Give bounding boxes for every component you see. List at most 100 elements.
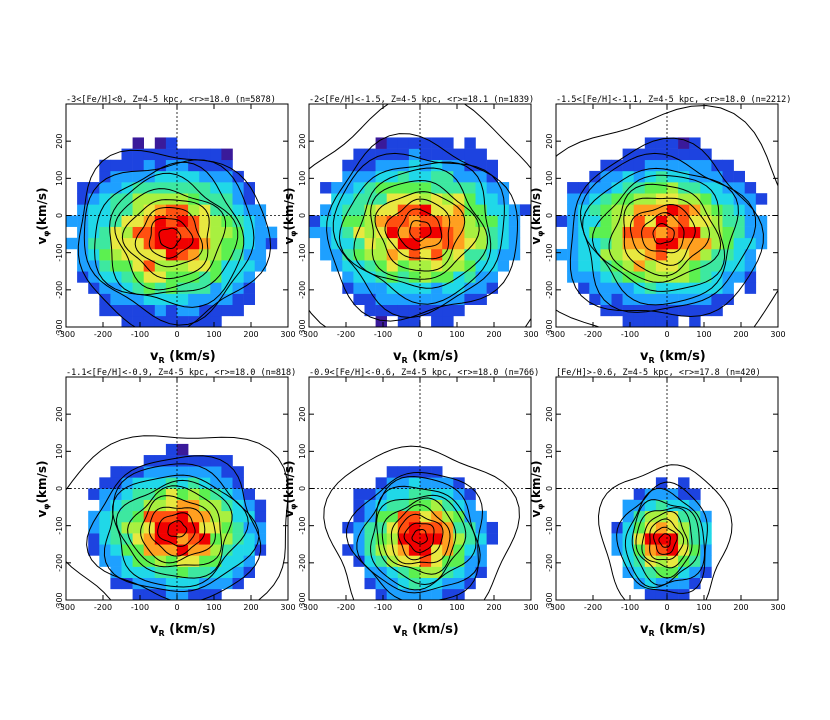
heatmap-cell [210,170,222,183]
heatmap-cell [232,555,244,567]
heatmap-cell [633,315,646,327]
heatmap-cell [232,293,244,305]
heatmap-cell [188,304,200,317]
heatmap-cell [188,510,200,523]
heatmap-cell [486,237,498,250]
heatmap-cell [188,499,200,512]
heatmap-cell [486,521,498,534]
heatmap-cell [678,248,690,261]
heatmap-cell [210,260,222,272]
heatmap-cell [375,204,387,216]
heatmap-cell [154,315,167,327]
heatmap-cell [110,293,122,305]
heatmap-cell [254,521,267,534]
heatmap-cell [700,260,712,272]
y-tick-label: 0 [298,486,307,491]
heatmap-cell [121,182,133,194]
contour-line [148,506,206,557]
zero-crosshair [556,104,778,327]
heatmap-cell [221,248,233,261]
x-tick-label: -300 [300,330,318,339]
heatmap-cell [420,237,432,250]
heatmap-cell [99,193,111,205]
heatmap-cell [420,466,432,478]
heatmap-cell [132,282,144,294]
heatmap-cell [475,510,487,523]
heatmap-cell [386,260,399,272]
heatmap-cell [689,271,701,283]
heatmap-cell [88,226,100,239]
svg-text:vφ(km/s): vφ(km/s) [282,187,298,244]
heatmap-cell [221,488,233,500]
heatmap-cell [397,555,410,567]
heatmap-cell [165,137,178,149]
heatmap-cell [453,477,465,489]
contour-line [86,455,262,600]
x-tick-label: -100 [131,603,149,612]
heatmap-cell [567,260,579,272]
heatmap-cell [744,204,757,216]
y-tick-label: 100 [298,444,307,459]
heatmap-cell [199,533,211,545]
heatmap-cell [431,577,443,590]
heatmap-cell [689,182,701,194]
heatmap-cell [132,260,144,272]
heatmap-cell [397,510,410,523]
contour-line [112,474,249,588]
heatmap-cell [132,521,144,534]
heatmap-cell [143,215,156,227]
heatmap-cell [578,204,590,216]
heatmap-cell [611,226,623,239]
contour-line [103,463,260,593]
contour-line [624,487,705,589]
heatmap-cell [177,466,189,478]
heatmap-cell [633,237,646,250]
svg-text:vφ(km/s): vφ(km/s) [35,460,51,517]
heatmap-cell [689,148,701,161]
heatmap-cell [567,271,579,283]
heatmap-cell [154,577,167,590]
heatmap-cell [744,193,757,205]
x-tick-label: -300 [547,603,565,612]
y-tick-label: 0 [298,213,307,218]
heatmap-cell [177,588,189,600]
heatmap-cell [364,555,376,567]
heatmap-cell [320,204,332,216]
heatmap-cell [99,555,111,567]
heatmap-cell [221,544,233,556]
heatmap-cell [154,137,167,149]
heatmap-cell [188,248,200,261]
heatmap-cell [408,271,421,283]
heatmap-cell [611,204,623,216]
heatmap-cell [475,566,487,578]
heatmap-cell [243,555,255,567]
heatmap-cell [711,170,723,183]
heatmap-cell [700,204,712,216]
heatmap-cell [600,304,612,317]
heatmap-cell [386,137,399,149]
heatmap-cell [177,282,189,294]
x-tick-label: 300 [523,330,538,339]
heatmap-cell [442,271,454,283]
y-tick-label: -200 [545,281,554,299]
heatmap-cell [678,566,690,578]
heatmap-cell [420,533,432,545]
heatmap-cell [221,466,233,478]
heatmap-cell [678,260,690,272]
heatmap-cell [143,588,156,600]
heatmap-cell [221,304,233,317]
heatmap-cell [232,237,244,250]
heatmap-cell [589,248,601,261]
heatmap-cell [143,271,156,283]
y-tick-label: -100 [298,517,307,535]
heatmap-cell [243,293,255,305]
heatmap-cell [408,533,421,545]
heatmap-cell [622,555,634,567]
heatmap-cell [154,510,167,523]
heatmap-cell [199,499,211,512]
heatmap-cell [99,271,111,283]
heatmap-cell [589,293,601,305]
heatmap-cell [386,248,399,261]
y-tick-label: 300 [298,592,307,607]
heatmap-cell [689,215,701,227]
